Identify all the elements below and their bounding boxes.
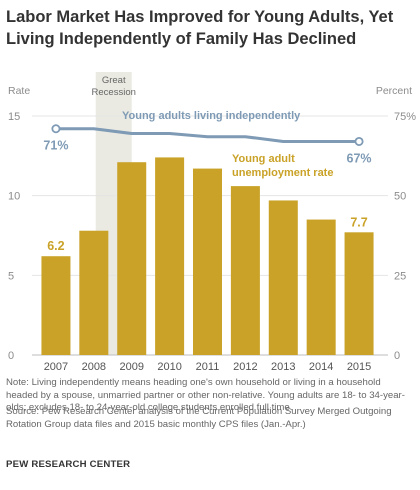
bar-2012 — [230, 186, 260, 355]
bar-series-label-1: Young adult — [232, 153, 295, 165]
x-tick-label-2007: 2007 — [44, 361, 68, 373]
bar-value-label-2015: 7.7 — [350, 215, 367, 229]
x-tick-label-2014: 2014 — [309, 361, 333, 373]
bar-value-label-2007: 6.2 — [47, 239, 64, 253]
recession-label: Recession — [92, 87, 136, 98]
bar-2011 — [193, 168, 222, 355]
left-tick-label: 0 — [8, 350, 14, 362]
right-tick-label: 25 — [394, 270, 406, 282]
line-value-label-2007: 71% — [43, 139, 68, 153]
right-axis-title: Percent — [376, 85, 412, 97]
bar-2008 — [79, 230, 109, 355]
left-tick-label: 10 — [8, 191, 20, 203]
chart-credit: PEW RESEARCH CENTER — [6, 459, 131, 470]
bar-2007 — [41, 256, 71, 355]
chart-source: Source: Pew Research Center analysis of … — [6, 406, 392, 430]
line-living-independently — [55, 127, 360, 143]
chart-note: Note: Living independently means heading… — [6, 377, 405, 413]
bar-2014 — [306, 219, 336, 355]
line-marker-2007 — [51, 124, 61, 134]
line-marker-2015 — [354, 136, 364, 146]
right-tick-label: 0 — [394, 350, 400, 362]
left-axis-title: Rate — [8, 85, 30, 97]
left-tick-label: 15 — [8, 111, 20, 123]
line-series-label: Young adults living independently — [122, 110, 301, 122]
x-tick-label-2012: 2012 — [233, 361, 257, 373]
line-value-label-2015: 67% — [347, 151, 372, 165]
right-tick-label: 50 — [394, 191, 406, 203]
bar-2010 — [155, 157, 185, 355]
left-tick-label: 5 — [8, 270, 14, 282]
x-tick-label-2015: 2015 — [347, 361, 371, 373]
chart-title: Labor Market Has Improved for Young Adul… — [6, 8, 394, 48]
x-tick-label-2013: 2013 — [271, 361, 295, 373]
x-tick-label-2009: 2009 — [119, 361, 143, 373]
x-tick-label-2010: 2010 — [157, 361, 181, 373]
x-tick-label-2008: 2008 — [82, 361, 106, 373]
recession-label: Great — [102, 75, 126, 86]
x-tick-label-2011: 2011 — [196, 361, 220, 373]
right-tick-label: 75% — [394, 111, 416, 123]
bar-2009 — [117, 162, 147, 355]
bar-2013 — [268, 200, 298, 355]
bar-series-label-2: unemployment rate — [232, 167, 333, 179]
bar-2015 — [344, 232, 374, 355]
